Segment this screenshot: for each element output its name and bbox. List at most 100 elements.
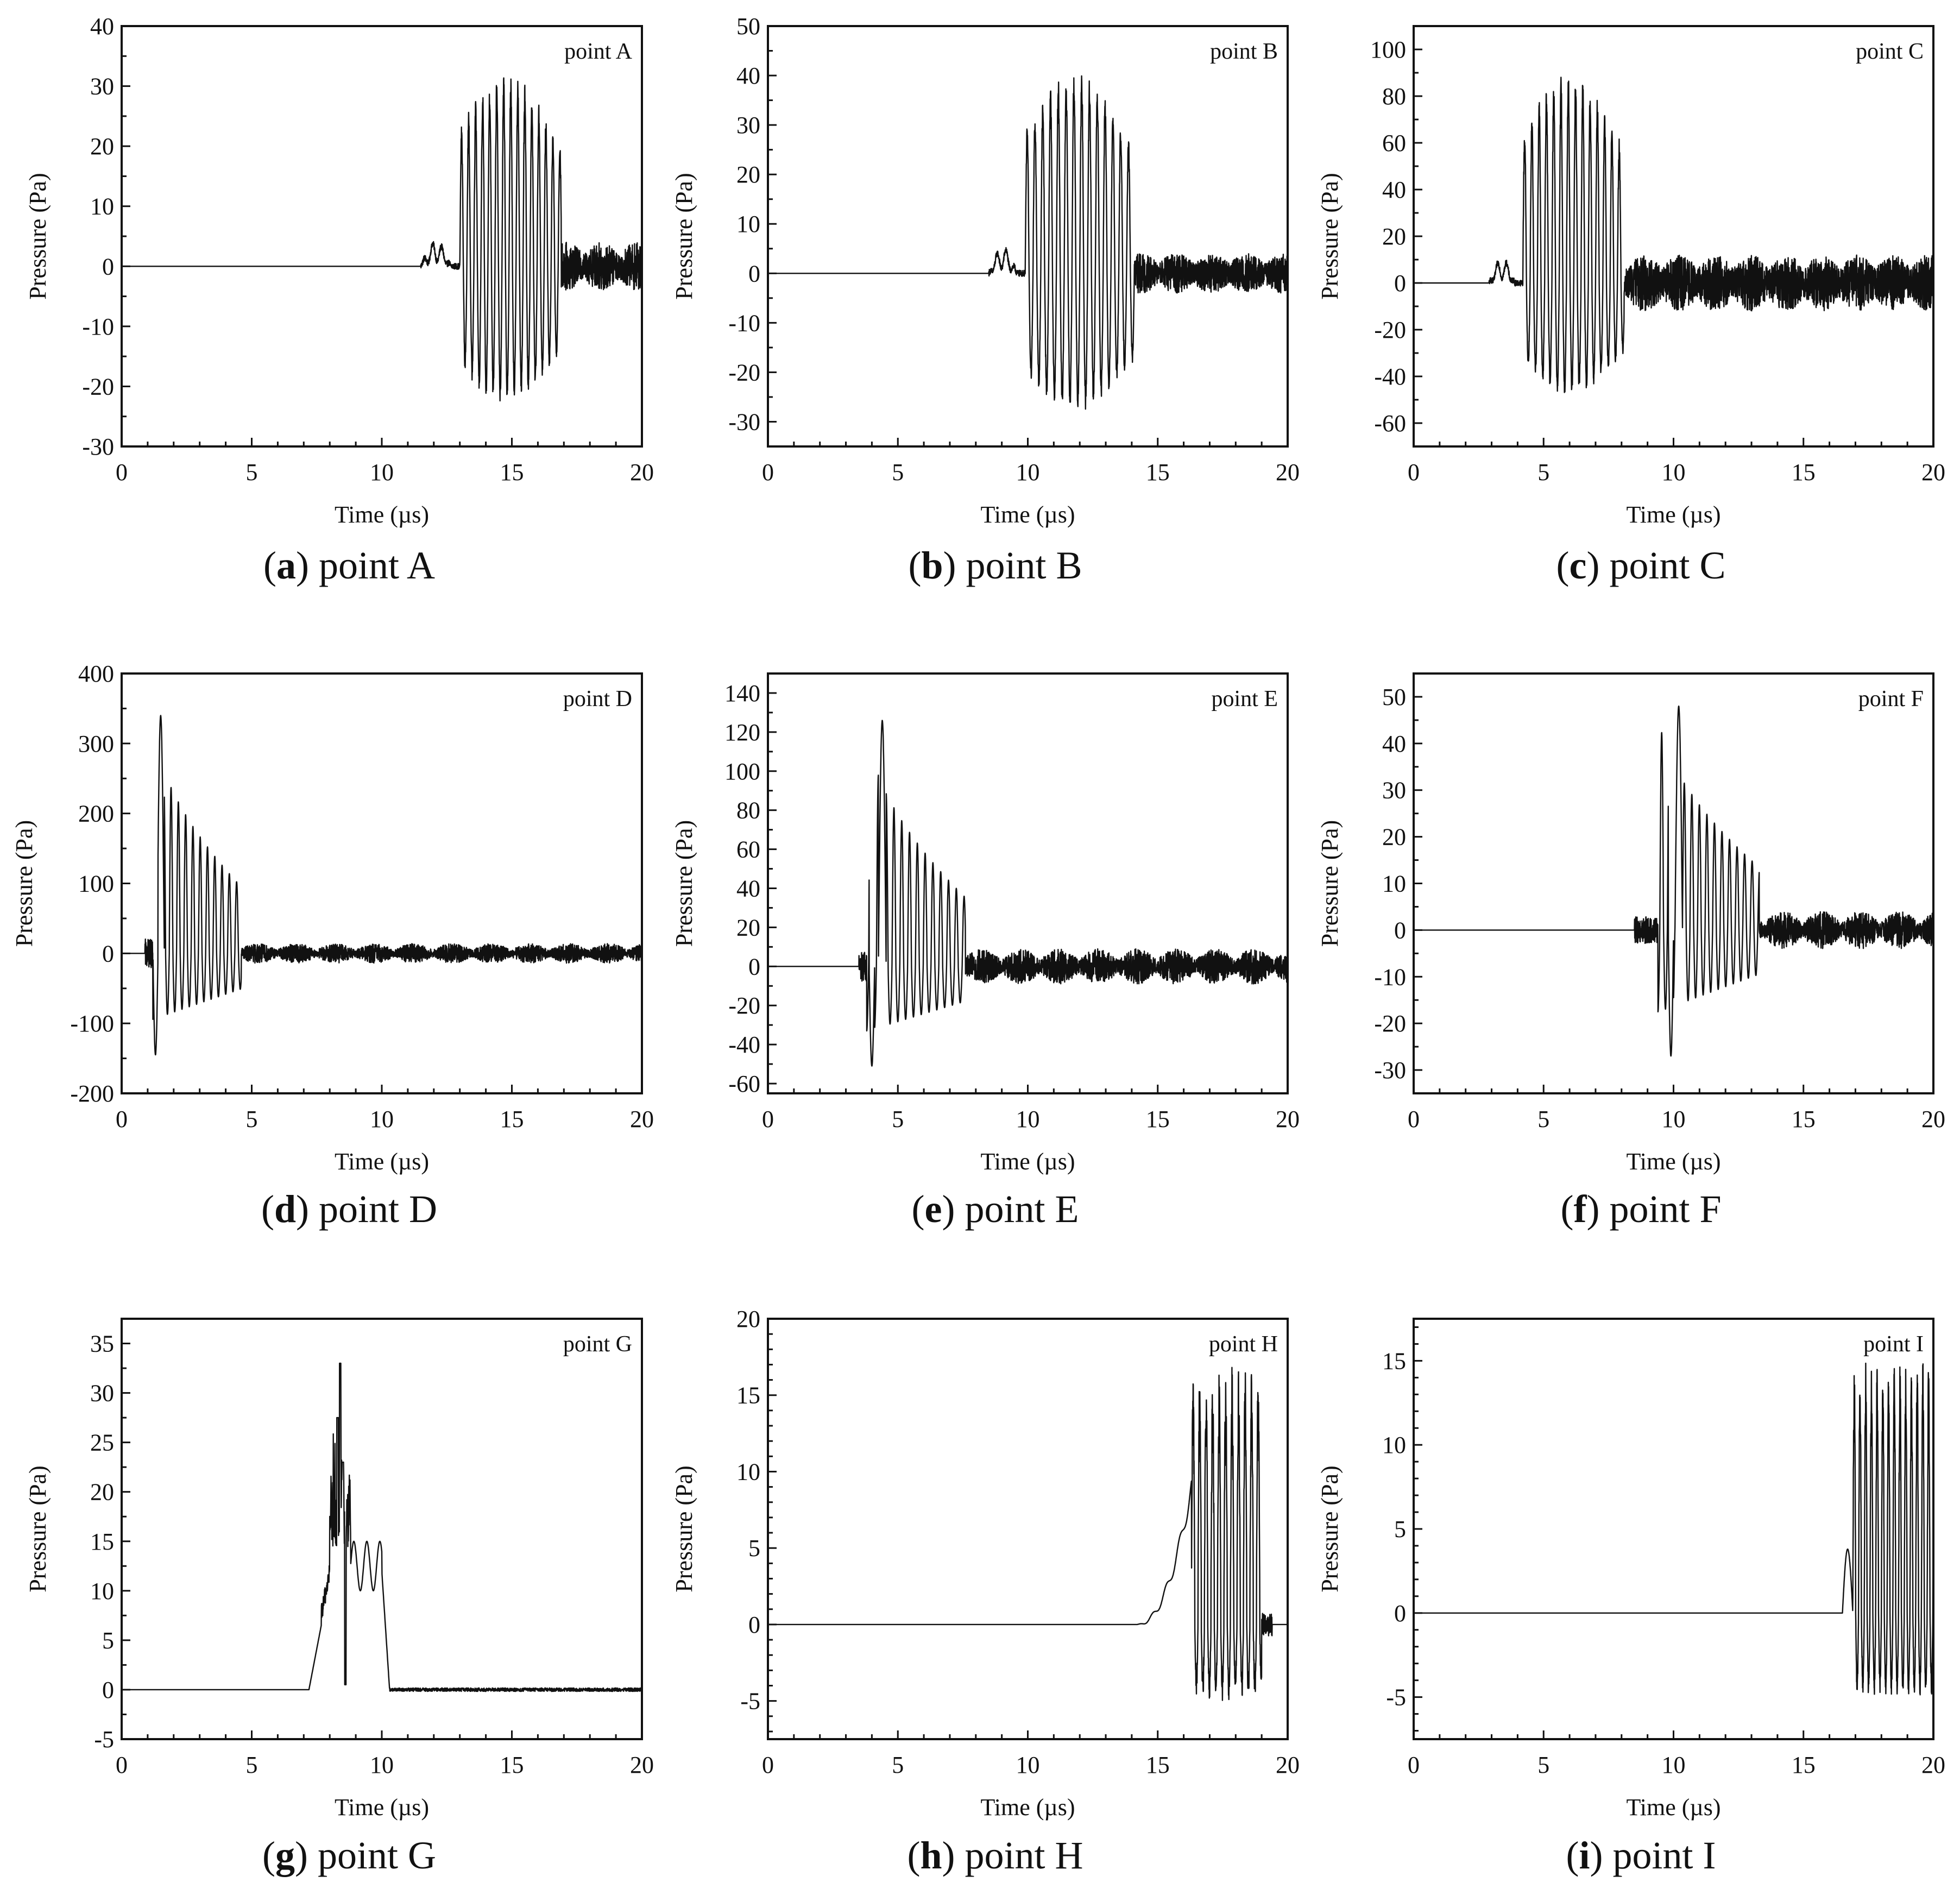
panel-label-f: point F <box>1858 687 1924 712</box>
x-tick-label-i: 0 <box>1408 1752 1420 1778</box>
x-tick-label-f: 10 <box>1662 1106 1686 1132</box>
y-axis-title-i: Pressure (Pa) <box>1316 1465 1343 1592</box>
y-tick-label-e: 60 <box>736 836 760 863</box>
y-tick-label-c: 100 <box>1370 36 1406 63</box>
x-tick-label-f: 15 <box>1792 1106 1816 1132</box>
caption-c: (c) point C <box>1556 544 1726 587</box>
x-tick-label-h: 5 <box>892 1752 904 1778</box>
y-tick-label-i: 0 <box>1394 1600 1406 1627</box>
x-tick-label-i: 5 <box>1537 1752 1549 1778</box>
x-tick-label-g: 10 <box>370 1752 394 1778</box>
y-tick-label-b: 30 <box>736 112 760 139</box>
x-tick-label-i: 20 <box>1921 1752 1945 1778</box>
y-tick-label-g: -5 <box>94 1726 114 1753</box>
series-line-e <box>767 720 1289 1067</box>
y-tick-label-f: -20 <box>1374 1010 1406 1037</box>
y-tick-label-f: 40 <box>1382 731 1406 757</box>
y-tick-label-h: 5 <box>748 1535 760 1562</box>
x-tick-label-f: 0 <box>1408 1106 1420 1132</box>
caption-d: (d) point D <box>261 1187 437 1231</box>
x-tick-label-i: 15 <box>1792 1752 1816 1778</box>
y-tick-label-d: -200 <box>70 1080 114 1107</box>
panel-a: 0 5 10 15 20 -30 -20 -10 0 10 20 30 40 Time (µs) Press… <box>24 13 654 587</box>
series-line-f <box>1413 705 1934 1057</box>
y-tick-label-e: -60 <box>728 1071 760 1097</box>
y-tick-label-d: 400 <box>78 660 114 687</box>
y-tick-label-c: 20 <box>1382 223 1406 250</box>
x-tick-label-i: 10 <box>1662 1752 1686 1778</box>
x-tick-label-b: 20 <box>1276 459 1300 486</box>
y-tick-label-g: 5 <box>102 1627 114 1654</box>
x-tick-label-g: 20 <box>630 1752 654 1778</box>
y-axis-title-c: Pressure (Pa) <box>1316 173 1343 299</box>
caption-e: (e) point E <box>912 1187 1079 1231</box>
x-tick-label-a: 10 <box>370 459 394 486</box>
x-tick-label-a: 5 <box>246 459 258 486</box>
y-tick-label-i: 10 <box>1382 1432 1406 1458</box>
caption-g: (g) point G <box>262 1834 436 1877</box>
y-tick-label-a: -10 <box>82 313 114 340</box>
y-tick-label-c: 0 <box>1394 270 1406 297</box>
caption-a: (a) point A <box>263 544 435 587</box>
y-tick-label-e: 80 <box>736 797 760 824</box>
x-tick-label-e: 5 <box>892 1106 904 1132</box>
plot-frame-a <box>121 25 643 448</box>
x-tick-label-e: 20 <box>1276 1106 1300 1132</box>
y-tick-label-b: 50 <box>736 13 760 40</box>
x-axis-title-h: Time (µs) <box>980 1794 1075 1821</box>
series-line-c <box>1413 77 1934 393</box>
panel-b: 0 5 10 15 20 -30 -20 -10 0 10 20 30 40 50 Time (µs) Pre… <box>671 13 1300 587</box>
y-tick-label-c: -60 <box>1374 410 1406 437</box>
panel-e: 0 5 10 15 20 -60 -40 -20 0 20 40 60 80 100 120 140 Time … <box>671 672 1300 1231</box>
panel-h: 0 5 10 15 20 -5 0 5 10 15 20 Time (µs) Pressure (Pa)… <box>671 1306 1300 1877</box>
panel-label-b: point B <box>1210 39 1278 64</box>
x-tick-label-b: 5 <box>892 459 904 486</box>
y-tick-label-a: 30 <box>90 73 114 100</box>
y-axis-title-b: Pressure (Pa) <box>671 173 697 299</box>
x-tick-label-c: 15 <box>1792 459 1816 486</box>
x-tick-label-g: 0 <box>116 1752 128 1778</box>
y-axis-title-d: Pressure (Pa) <box>11 820 37 947</box>
y-tick-label-f: 10 <box>1382 871 1406 897</box>
y-tick-label-a: -30 <box>82 433 114 460</box>
x-tick-label-f: 20 <box>1921 1106 1945 1132</box>
x-tick-label-c: 20 <box>1921 459 1945 486</box>
y-tick-label-e: -20 <box>728 992 760 1019</box>
y-axis-title-g: Pressure (Pa) <box>24 1465 51 1592</box>
panel-label-i: point I <box>1863 1332 1924 1357</box>
y-tick-label-f: 0 <box>1394 917 1406 943</box>
y-tick-label-g: 0 <box>102 1677 114 1703</box>
y-axis-title-h: Pressure (Pa) <box>671 1465 697 1592</box>
plot-frame-c <box>1413 25 1934 448</box>
y-tick-label-a: 20 <box>90 133 114 160</box>
y-tick-label-e: 0 <box>748 953 760 980</box>
x-tick-label-e: 15 <box>1146 1106 1170 1132</box>
plot-frame-e <box>767 672 1289 1094</box>
y-tick-label-b: 10 <box>736 211 760 237</box>
y-tick-label-g: 25 <box>90 1430 114 1456</box>
caption-h: (h) point H <box>907 1834 1083 1877</box>
panel-f: 0 5 10 15 20 -30 -20 -10 0 10 20 30 40 50 Time (µs) Pre… <box>1316 672 1945 1231</box>
x-tick-label-e: 10 <box>1016 1106 1040 1132</box>
series-line-i <box>1413 1362 1934 1696</box>
y-tick-label-c: 60 <box>1382 130 1406 156</box>
series-line-a <box>121 77 643 402</box>
x-tick-label-c: 10 <box>1662 459 1686 486</box>
x-tick-label-g: 15 <box>500 1752 524 1778</box>
y-tick-label-c: -20 <box>1374 317 1406 343</box>
y-tick-label-d: 300 <box>78 731 114 757</box>
y-tick-label-h: 0 <box>748 1612 760 1638</box>
y-tick-label-e: 40 <box>736 875 760 902</box>
series-line-h <box>767 1367 1288 1701</box>
y-axis-title-a: Pressure (Pa) <box>24 173 51 299</box>
x-tick-label-a: 15 <box>500 459 524 486</box>
caption-i: (i) point I <box>1566 1834 1716 1877</box>
caption-f: (f) point F <box>1561 1187 1722 1231</box>
y-tick-label-e: 20 <box>736 914 760 941</box>
series-line-b <box>767 75 1289 410</box>
panel-label-e: point E <box>1212 687 1278 712</box>
x-tick-label-c: 5 <box>1537 459 1549 486</box>
y-axis-title-e: Pressure (Pa) <box>671 820 697 947</box>
x-axis-title-g: Time (µs) <box>335 1794 429 1821</box>
y-tick-label-c: 80 <box>1382 83 1406 110</box>
